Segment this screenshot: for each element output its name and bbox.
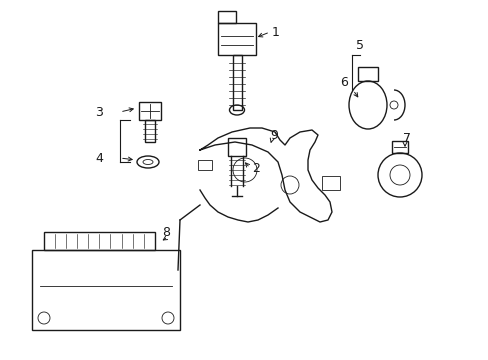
Bar — [357, 67, 377, 81]
Text: 4: 4 — [95, 152, 103, 165]
Text: 3: 3 — [95, 105, 103, 118]
Bar — [218, 23, 256, 55]
Bar — [321, 176, 339, 190]
Bar — [145, 120, 155, 142]
Bar — [198, 160, 212, 170]
Bar — [227, 138, 245, 156]
Text: 9: 9 — [269, 129, 277, 141]
Text: 5: 5 — [355, 39, 363, 51]
Bar — [32, 250, 180, 330]
Text: 1: 1 — [271, 26, 279, 39]
Bar — [139, 102, 161, 120]
Text: 2: 2 — [251, 162, 259, 175]
Bar — [232, 55, 242, 110]
Text: 6: 6 — [339, 76, 347, 89]
Text: 8: 8 — [162, 226, 170, 239]
Text: 7: 7 — [402, 131, 410, 144]
Bar — [218, 11, 236, 23]
Bar — [44, 232, 155, 250]
Bar — [391, 141, 407, 153]
